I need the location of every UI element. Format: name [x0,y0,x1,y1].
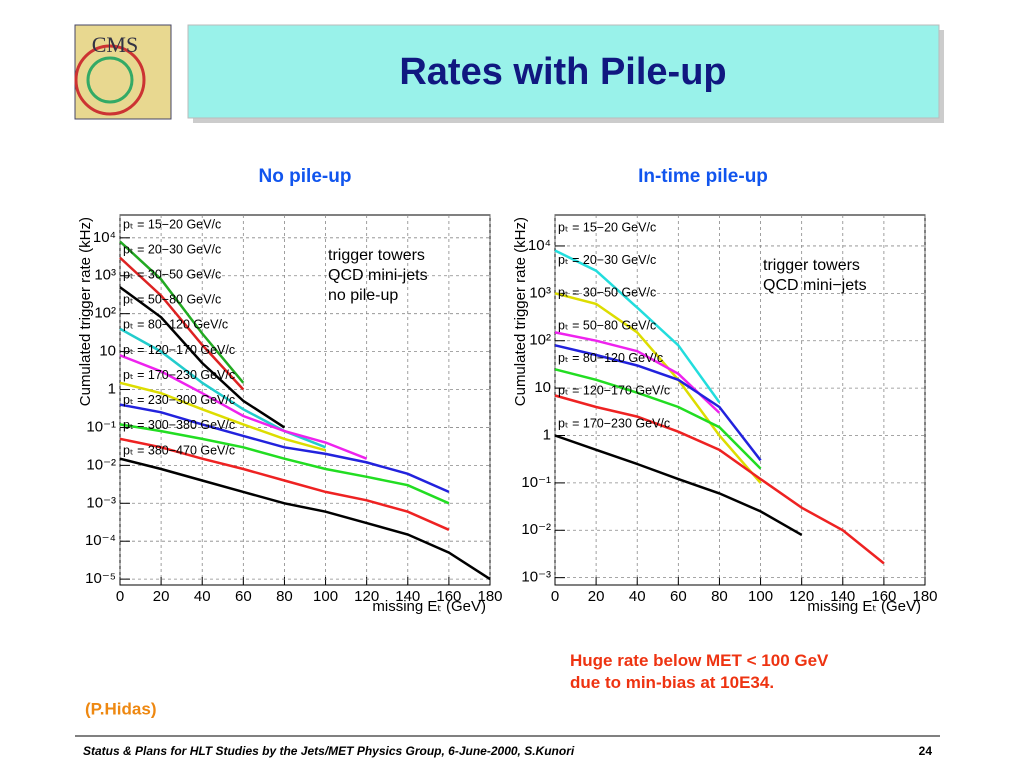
title-box [187,24,940,119]
x-tick-label: 60 [670,588,687,605]
y-tick-label: 10⁻² [521,521,551,538]
page-number: 24 [919,744,933,758]
legend-label: pₜ = 80−120 GeV/c [123,318,228,332]
series-line [119,403,450,494]
legend-label: pₜ = 15−20 GeV/c [123,217,221,231]
x-tick-label: 180 [912,588,937,605]
legend-label: pₜ = 50−80 GeV/c [123,293,221,307]
legend-label: pₜ = 170−230 GeV/c [123,368,235,382]
y-axis-label: Cumulated trigger rate (kHz) [512,217,529,406]
series-line [554,292,762,484]
series-line [119,457,491,581]
plot-area [554,214,926,586]
y-tick-label: 10 [99,343,116,360]
x-tick-label: 140 [395,588,420,605]
x-tick-label: 40 [194,588,211,605]
y-tick-label: 10⁻⁵ [85,570,116,587]
y-tick-label: 10⁻³ [521,569,551,586]
y-tick-label: 10³ [529,284,551,301]
x-tick-label: 140 [830,588,855,605]
y-tick-label: 10³ [94,267,116,284]
annotation: QCD mini−jets [763,277,867,294]
series-line [119,286,286,429]
y-tick-label: 1 [543,426,551,443]
y-tick-label: 10⁻² [86,456,116,473]
y-axis-label: Cumulated trigger rate (kHz) [77,217,94,406]
y-tick-label: 10⁴ [528,237,551,254]
x-tick-label: 120 [789,588,814,605]
logo-text: CMS [92,32,138,57]
chart-title: In-time pile-up [638,166,768,187]
x-tick-label: 0 [116,588,124,605]
logo-ring [74,44,146,116]
x-tick-label: 60 [235,588,252,605]
x-tick-label: 120 [354,588,379,605]
x-tick-label: 160 [436,588,461,605]
annotation: trigger towers [328,247,425,264]
x-tick-label: 80 [711,588,728,605]
series-line [554,394,885,565]
x-tick-label: 20 [588,588,605,605]
legend-label: pₜ = 380−470 GeV/c [123,443,235,457]
x-axis-label: missing Eₜ (GeV) [807,598,921,615]
note: Huge rate below MET < 100 GeV due to min-… [570,651,829,692]
series-line [554,331,721,414]
legend-label: pₜ = 20−30 GeV/c [123,242,221,256]
legend-label: pₜ = 300−380 GeV/c [123,418,235,432]
y-tick-label: 10⁻¹ [521,474,551,491]
legend-label: pₜ = 15−20 GeV/c [558,220,656,234]
legend-label: pₜ = 30−50 GeV/c [123,268,221,282]
x-tick-label: 100 [313,588,338,605]
y-tick-label: 10⁻¹ [86,418,116,435]
credit: (P.Hidas) [85,699,157,718]
y-tick-label: 10 [534,379,551,396]
series-line [554,344,762,462]
series-line [119,256,245,391]
chart-title: No pile-up [259,166,352,187]
series-line [119,240,245,384]
y-tick-label: 1 [108,380,116,397]
legend-label: pₜ = 50−80 GeV/c [558,318,656,332]
legend-label: pₜ = 120−170 GeV/c [558,384,670,398]
legend-label: pₜ = 20−30 GeV/c [558,253,656,267]
series-line [554,249,721,404]
slide-title: Rates with Pile-up [399,51,726,93]
footer-text: Status & Plans for HLT Studies by the Je… [83,744,575,758]
legend-label: pₜ = 230−300 GeV/c [123,393,235,407]
x-tick-label: 0 [551,588,559,605]
legend-label: pₜ = 80−120 GeV/c [558,351,663,365]
legend-label: pₜ = 120−170 GeV/c [123,343,235,357]
series-line [119,423,450,505]
y-tick-label: 10⁻³ [86,494,116,511]
x-tick-label: 20 [153,588,170,605]
y-tick-label: 10⁴ [93,229,116,246]
annotation: QCD mini-jets [328,267,428,284]
series-line [119,437,450,531]
annotation: no pile-up [328,287,398,304]
x-tick-label: 80 [276,588,293,605]
x-tick-label: 160 [871,588,896,605]
y-tick-label: 10⁻⁴ [85,532,116,549]
logo-ring [86,56,134,104]
x-axis-label: missing Eₜ (GeV) [372,598,486,615]
series-line [119,354,368,460]
series-line [554,434,803,536]
y-tick-label: 10² [529,332,551,349]
annotation: trigger towers [763,257,860,274]
x-tick-label: 100 [748,588,773,605]
legend-label: pₜ = 170−230 GeV/c [558,416,670,430]
series-line [554,368,762,470]
x-tick-label: 40 [629,588,646,605]
series-line [119,381,326,452]
y-tick-label: 10² [94,305,116,322]
legend-label: pₜ = 30−50 GeV/c [558,286,656,300]
x-tick-label: 180 [477,588,502,605]
